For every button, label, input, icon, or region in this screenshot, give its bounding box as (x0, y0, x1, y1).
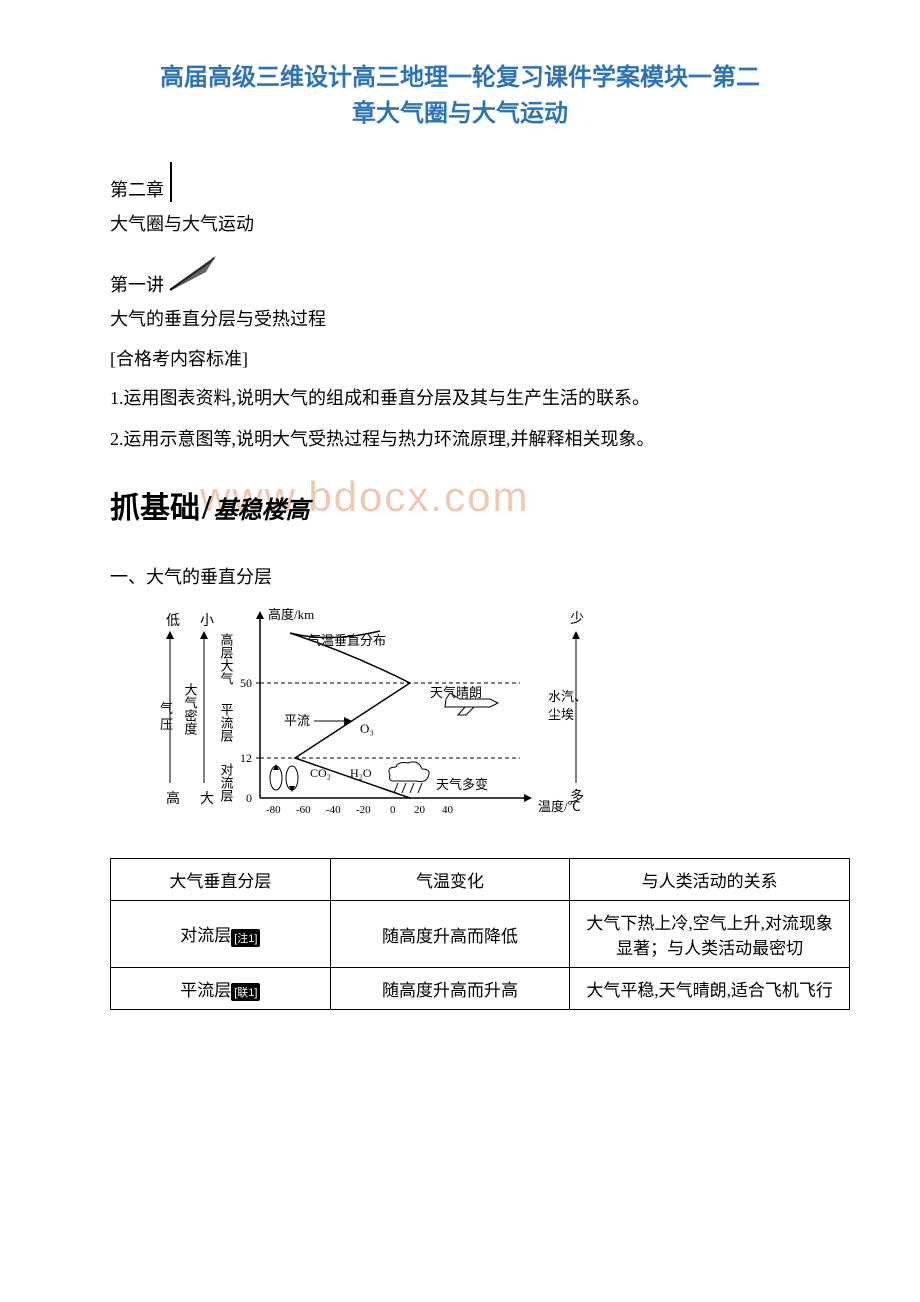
standard-heading: [合格考内容标准] (110, 345, 850, 371)
diag-x-80: -80 (266, 804, 281, 816)
diag-pressure-label: 气 (160, 701, 173, 716)
diag-left-bottom: 高 (166, 790, 180, 807)
chapter-row: 第二章 (70, 162, 850, 202)
convection-icon (270, 764, 298, 792)
diag-y0: 0 (246, 791, 252, 805)
diag-vapor1: 水汽、 (548, 689, 587, 704)
chapter-name: 大气圈与大气运动 (110, 210, 850, 236)
atmosphere-diagram: 低 高 气 压 小 大 大气密度 高层大气 平流层 对流层 高度/km 温度/℃… (150, 603, 850, 838)
slash-icon: / (202, 489, 211, 527)
diag-x-20: -20 (356, 804, 371, 816)
diag-trop-layer: 对流层 (219, 763, 234, 803)
point-2: 2.运用示意图等,说明大气受热过程与热力环流原理,并解释相关现象。 (110, 426, 850, 453)
diag-high-layer: 高层大气 (219, 632, 234, 685)
diag-variable: 天气多变 (436, 777, 488, 792)
diag-pingliu: 平流 (284, 713, 310, 728)
diag-o3: O₃ (360, 721, 374, 736)
diag-vapor2: 尘埃 (548, 707, 574, 722)
diag-x0: 0 (390, 804, 396, 816)
diag-right-bottom: 多 (570, 788, 584, 805)
col-layer: 大气垂直分层 (111, 859, 331, 901)
diag-h2o: H₂O (350, 766, 372, 780)
section-number: 一、大气的垂直分层 (110, 563, 850, 589)
note-badge-1: [联1] (231, 983, 260, 1001)
diag-pressure-label2: 压 (160, 717, 173, 732)
table-row: 平流层[联1] 随高度升高而升高 大气平稳,天气晴朗,适合飞机飞行 (111, 968, 850, 1010)
diag-y50: 50 (240, 676, 252, 690)
diag-x-40: -40 (326, 804, 341, 816)
diag-density-top: 小 (200, 613, 214, 629)
title-line-2: 章大气圈与大气运动 (352, 101, 568, 127)
layer-name-0: 对流层 (180, 926, 231, 945)
col-relation: 与人类活动的关系 (570, 859, 850, 901)
diag-clear: 天气晴朗 (430, 685, 482, 700)
col-temp: 气温变化 (330, 859, 570, 901)
diag-x40: 40 (442, 804, 454, 816)
document-title: 高届高级三维设计高三地理一轮复习课件学案模块一第二 章大气圈与大气运动 (70, 60, 850, 132)
table-header-row: 大气垂直分层 气温变化 与人类活动的关系 (111, 859, 850, 901)
cell-layer-0: 对流层[注1] (111, 901, 331, 968)
diag-density-bottom: 大 (200, 791, 214, 807)
cell-layer-1: 平流层[联1] (111, 968, 331, 1010)
heading-small: 基稳楼高 (213, 490, 309, 525)
diag-strat-layer: 平流层 (219, 703, 234, 743)
cloud-rain-icon (389, 762, 429, 793)
diag-y12: 12 (240, 751, 252, 765)
diag-density-label: 大气密度 (183, 683, 198, 735)
table-row: 对流层[注1] 随高度升高而降低 大气下热上冷,空气上升,对流现象显著；与人类活… (111, 901, 850, 968)
layers-table: 大气垂直分层 气温变化 与人类活动的关系 对流层[注1] 随高度升高而降低 大气… (110, 858, 850, 1010)
section-label: 第一讲 (110, 271, 164, 297)
title-line-1: 高届高级三维设计高三地理一轮复习课件学案模块一第二 (160, 65, 760, 91)
diag-curve-label: 气温垂直分布 (308, 633, 386, 648)
diag-right-top: 少 (570, 611, 584, 627)
stylized-heading: www.bdocx.com 抓基础 / 基稳楼高 (110, 483, 850, 543)
heading-big: 抓基础 (110, 483, 200, 527)
cell-temp-0: 随高度升高而降低 (330, 901, 570, 968)
stylized-heading-content: 抓基础 / 基稳楼高 (110, 483, 850, 527)
layer-name-1: 平流层 (180, 981, 231, 1000)
divider-bar-icon (170, 162, 172, 202)
diag-x-60: -60 (296, 804, 311, 816)
note-badge-0: [注1] (231, 929, 260, 947)
point-1: 1.运用图表资料,说明大气的组成和垂直分层及其与生产生活的联系。 (110, 385, 850, 412)
cell-temp-1: 随高度升高而升高 (330, 968, 570, 1010)
chapter-label: 第二章 (110, 176, 164, 202)
lecture-subtitle: 大气的垂直分层与受热过程 (110, 305, 850, 331)
cell-relation-1: 大气平稳,天气晴朗,适合飞机飞行 (570, 968, 850, 1010)
diag-co2: CO₂ (310, 766, 331, 780)
arrow-icon (168, 256, 218, 297)
diag-x20: 20 (414, 804, 426, 816)
section-row: 第一讲 (110, 256, 850, 297)
diag-left-top: 低 (166, 613, 180, 629)
cell-relation-0: 大气下热上冷,空气上升,对流现象显著；与人类活动最密切 (570, 901, 850, 968)
diag-y-label: 高度/km (268, 607, 314, 622)
